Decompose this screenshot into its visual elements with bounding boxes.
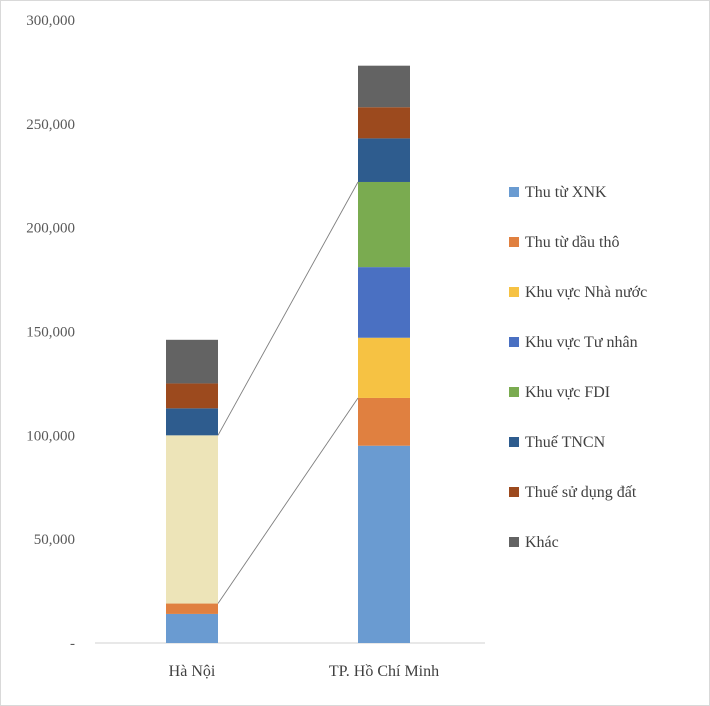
legend-swatch bbox=[509, 287, 519, 297]
bar-segment bbox=[358, 337, 410, 398]
legend-swatch bbox=[509, 237, 519, 247]
y-tick-label: - bbox=[70, 636, 75, 652]
legend-swatch bbox=[509, 387, 519, 397]
x-category-label: TP. Hồ Chí Minh bbox=[329, 663, 439, 680]
legend-swatch bbox=[509, 337, 519, 347]
y-tick-label: 250,000 bbox=[26, 117, 75, 133]
legend-label: Thuế sử dụng đất bbox=[525, 484, 637, 501]
x-category-label: Hà Nội bbox=[169, 663, 216, 680]
bar-segment bbox=[166, 339, 218, 384]
y-tick-label: 300,000 bbox=[26, 13, 75, 29]
bar-segment bbox=[166, 613, 218, 643]
y-tick-label: 150,000 bbox=[26, 325, 75, 341]
bar-segment bbox=[358, 65, 410, 108]
bar-segment bbox=[166, 408, 218, 436]
legend-label: Thuế TNCN bbox=[525, 434, 606, 451]
legend-label: Thu từ XNK bbox=[525, 184, 607, 201]
bar-segment bbox=[166, 603, 218, 614]
legend-label: Khác bbox=[525, 534, 559, 551]
legend-label: Khu vực Nhà nước bbox=[525, 284, 647, 301]
bar-segment bbox=[166, 435, 218, 604]
y-tick-label: 100,000 bbox=[26, 428, 75, 444]
series-connectors bbox=[217, 181, 359, 604]
legend-swatch bbox=[509, 487, 519, 497]
y-axis-ticks: - 50,000 100,000 150,000 200,000 250,000 300,0… bbox=[26, 13, 75, 652]
y-tick-label: 200,000 bbox=[26, 221, 75, 237]
legend-label: Thu từ dầu thô bbox=[525, 234, 619, 251]
bar-segment bbox=[358, 267, 410, 338]
legend-label: Khu vực Tư nhân bbox=[525, 334, 638, 351]
legend-swatch bbox=[509, 537, 519, 547]
series-connector-line bbox=[217, 181, 359, 436]
bars bbox=[166, 65, 410, 643]
x-axis-categories: Hà Nội TP. Hồ Chí Minh bbox=[169, 663, 439, 680]
legend: Thu từ XNK Thu từ dầu thô Khu vực Nhà nước… bbox=[509, 184, 647, 551]
y-tick-label: 50,000 bbox=[34, 532, 75, 548]
bar-segment bbox=[358, 107, 410, 139]
bar-segment bbox=[358, 181, 410, 268]
bar-segment bbox=[166, 383, 218, 409]
series-connector-line bbox=[217, 397, 359, 604]
bar-segment bbox=[358, 445, 410, 643]
bar-segment bbox=[358, 138, 410, 182]
bar-segment bbox=[358, 397, 410, 446]
legend-swatch bbox=[509, 437, 519, 447]
legend-label: Khu vực FDI bbox=[525, 384, 610, 401]
legend-swatch bbox=[509, 187, 519, 197]
